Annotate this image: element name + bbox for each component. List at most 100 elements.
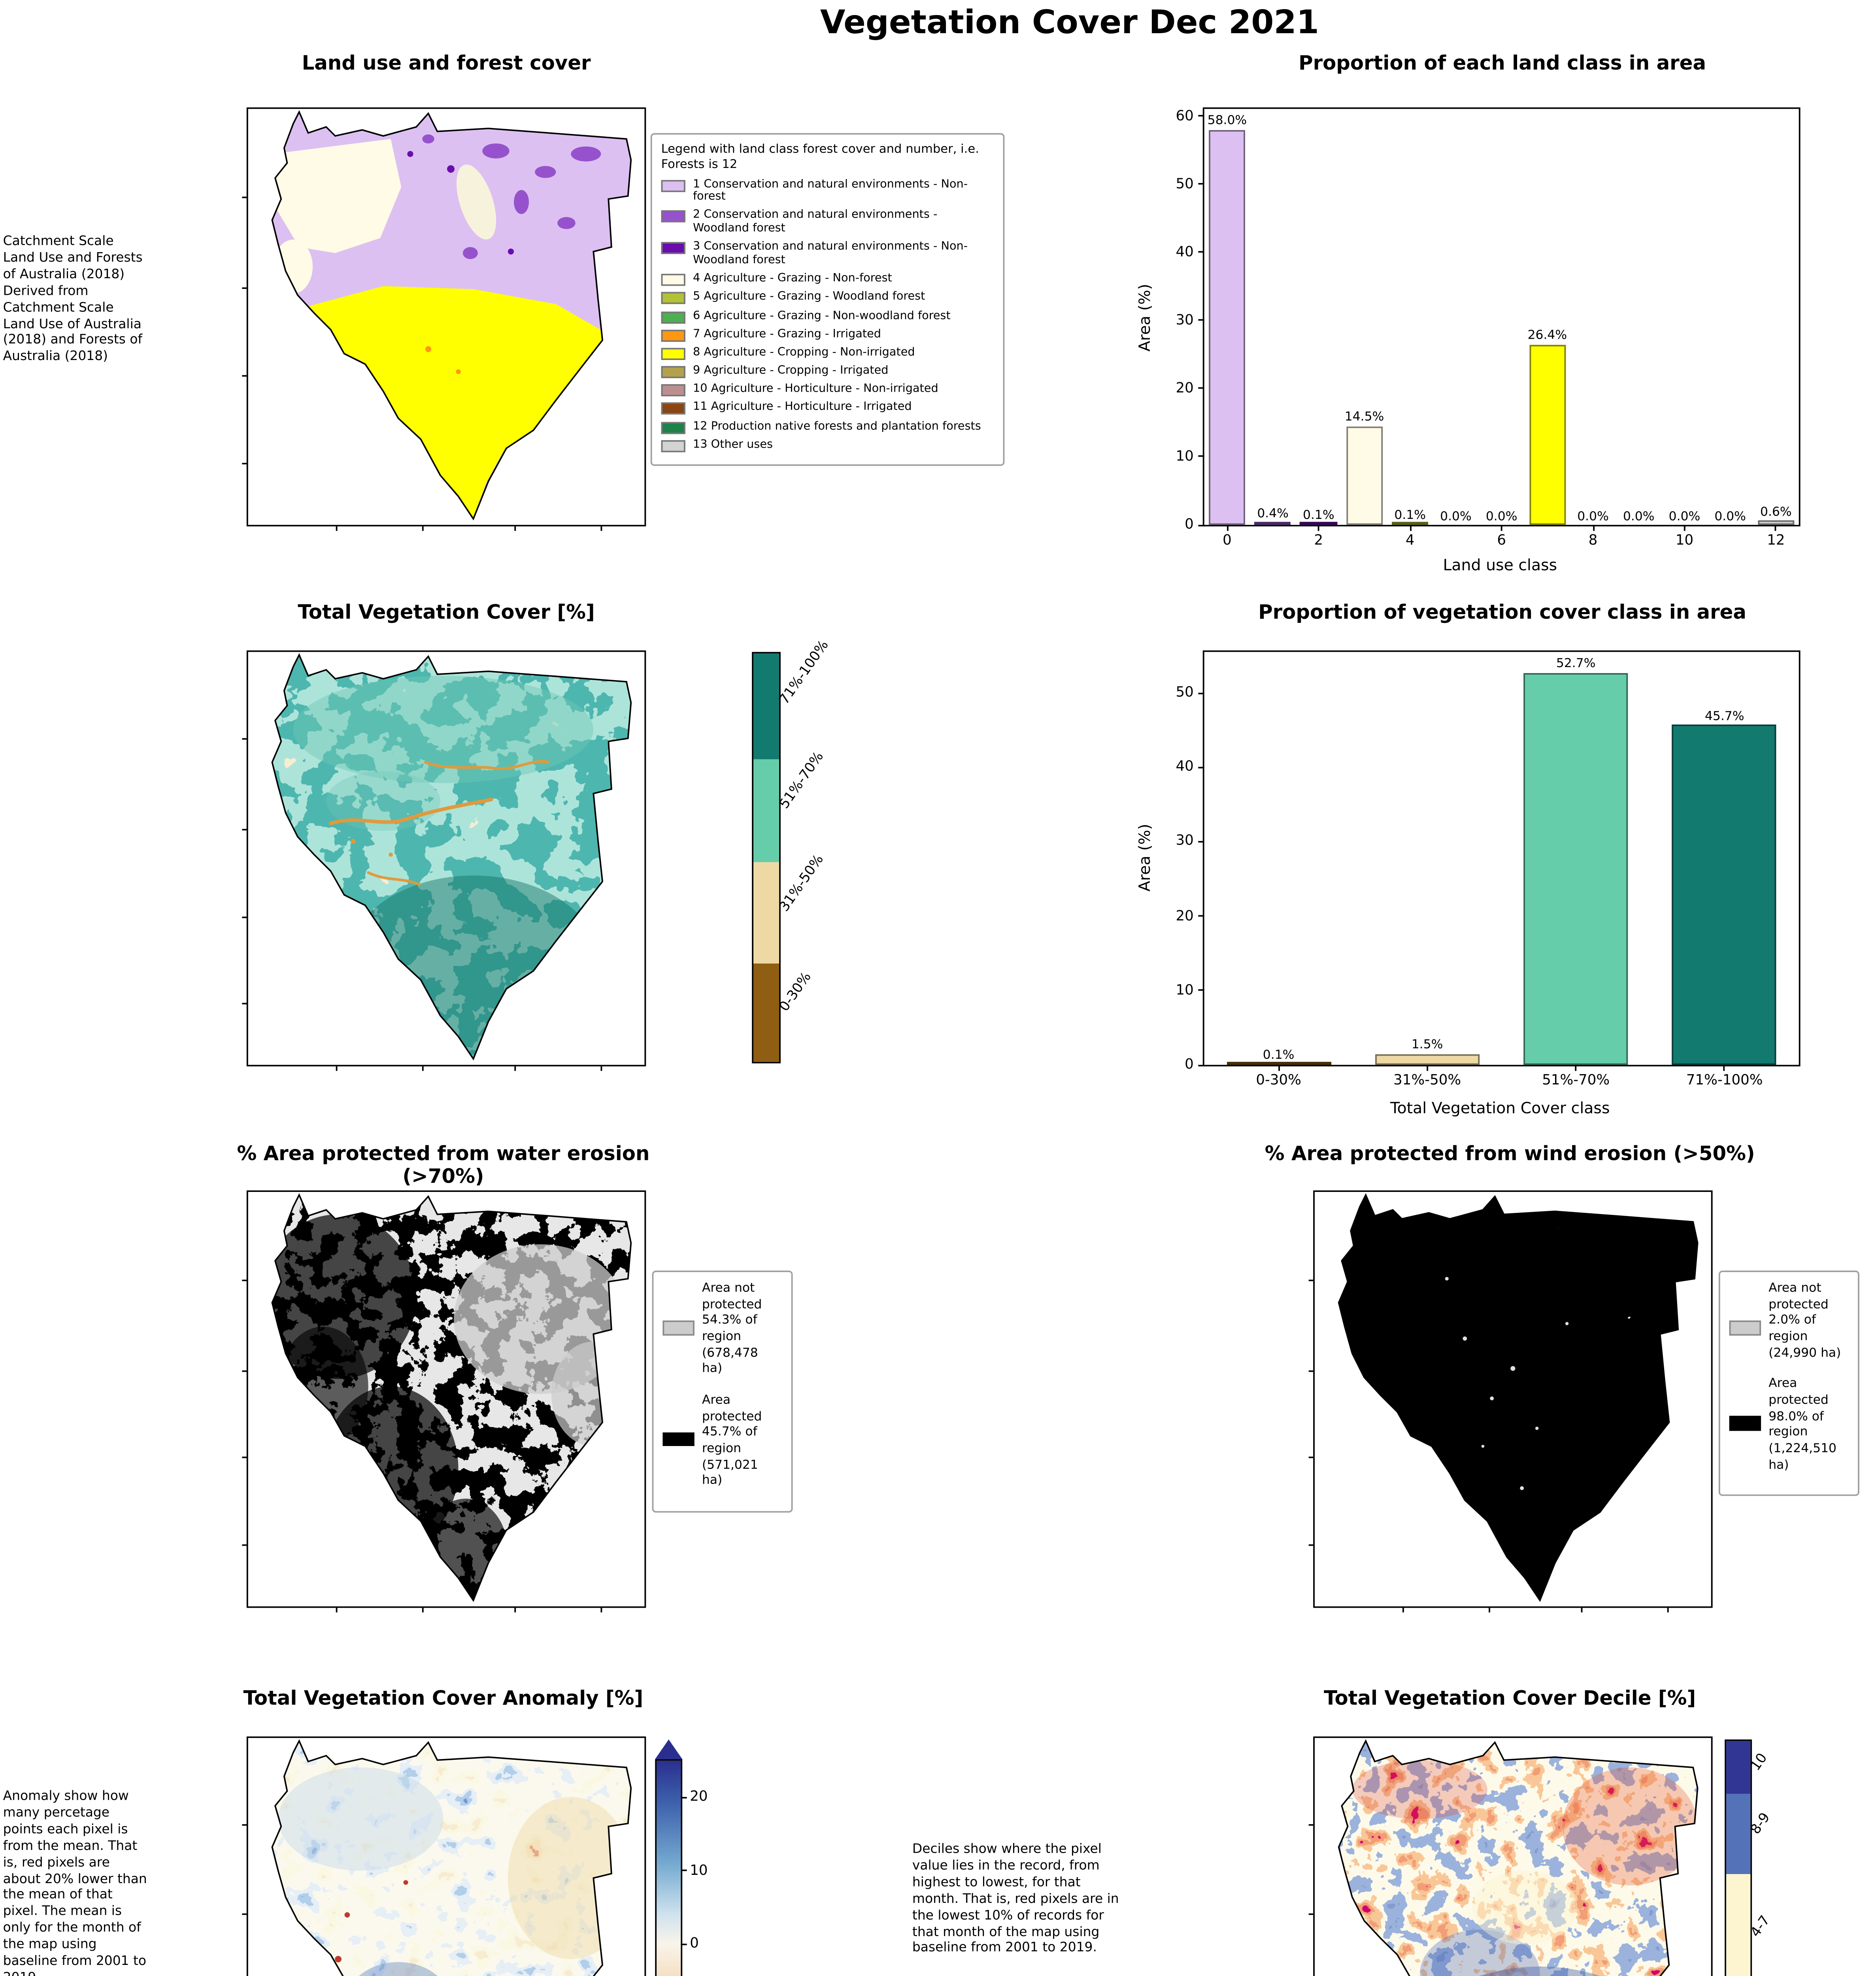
tick: [1318, 525, 1319, 532]
water-erosion-map: [241, 1190, 646, 1613]
landuse-map: [241, 107, 646, 532]
colorbar-label: 8-9: [1749, 1810, 1774, 1838]
legend-item-label: 13 Other uses: [693, 437, 773, 451]
colorbar-tick-label: 20: [690, 1789, 708, 1806]
bar: [1757, 520, 1795, 525]
colorbar-segment: [753, 963, 779, 1062]
legend-item: 4 Agriculture - Grazing - Non-forest: [661, 271, 994, 286]
legend-entry: Area protected 98.0% of region (1,224,51…: [1729, 1375, 1849, 1472]
tick: [422, 1608, 424, 1613]
bar-value-label: 1.5%: [1411, 1036, 1443, 1052]
tick: [241, 1823, 247, 1825]
legend-item: 3 Conservation and natural environments …: [661, 239, 994, 268]
bar: [1209, 129, 1246, 525]
y-tick-label: 20: [1176, 380, 1194, 397]
vegcover-colorbar: 71%-100% 51%-70% 31%-50% 0-30%: [752, 638, 832, 1063]
colorbar-label: 10: [1749, 1751, 1771, 1774]
x-tick-label: 10: [1675, 532, 1694, 549]
colorbar-label: 51%-70%: [777, 750, 828, 813]
tick: [1308, 1370, 1314, 1372]
legend-entry-text: Area protected 45.7% of region (571,021 …: [702, 1391, 762, 1488]
tick: [1308, 1914, 1314, 1915]
bar: [1375, 1054, 1480, 1065]
tick: [1489, 1608, 1491, 1613]
legend-item-label: 10 Agriculture - Horticulture - Non-irri…: [693, 381, 938, 395]
tick: [1500, 525, 1502, 532]
anomaly-map: [241, 1736, 646, 1976]
colorbar-segment: [753, 653, 779, 760]
legend-item: 13 Other uses: [661, 437, 994, 452]
land-chart-xlabel: Land use class: [1443, 556, 1557, 575]
legend-swatch: [1729, 1320, 1761, 1335]
legend-swatch: [662, 1432, 695, 1447]
colorbar-arrow-up: [655, 1739, 683, 1759]
bar: [1524, 673, 1628, 1065]
bar-value-label: 45.7%: [1704, 707, 1744, 723]
tick: [241, 1370, 247, 1372]
wind-erosion-map: [1308, 1190, 1713, 1613]
colorbar-segment: [1726, 1741, 1751, 1793]
bar-value-label: 0.1%: [1263, 1046, 1295, 1062]
legend-item-label: 8 Agriculture - Cropping - Non-irrigated: [693, 345, 915, 358]
tick: [241, 1003, 247, 1005]
colorbar-segment: [753, 862, 779, 964]
y-tick-label: 50: [1176, 175, 1194, 192]
bar: [1300, 522, 1337, 525]
colorbar-label: 31%-50%: [777, 852, 828, 914]
bar-value-label: 0.0%: [1577, 507, 1609, 523]
legend-item-label: 1 Conservation and natural environments …: [693, 176, 968, 204]
tick: [241, 916, 247, 918]
landuse-legend-title: Legend with land class forest cover and …: [661, 142, 979, 171]
tick: [1197, 319, 1204, 321]
tick: [513, 1066, 515, 1072]
y-tick-label: 30: [1176, 833, 1194, 850]
anomaly-caption: Anomaly show how many percetage points e…: [3, 1789, 147, 1976]
bar: [1529, 345, 1566, 525]
wind-erosion-title: % Area protected from wind erosion (>50%…: [1265, 1143, 1755, 1166]
legend-swatch: [661, 385, 685, 397]
tick: [1580, 1608, 1582, 1613]
legend-swatch: [661, 329, 685, 341]
x-tick-label: 8: [1588, 532, 1598, 549]
land-class-chart-title: Proportion of each land class in area: [1298, 53, 1706, 76]
tick: [513, 526, 515, 532]
tick: [241, 1279, 247, 1280]
water-erosion-title: % Area protected from water erosion (>70…: [237, 1143, 650, 1189]
tick: [1308, 1279, 1314, 1280]
tick: [1308, 1823, 1314, 1825]
tick: [1197, 251, 1204, 253]
landuse-legend: Legend with land class forest cover and …: [650, 133, 1005, 466]
x-tick-label: 6: [1497, 532, 1506, 549]
bar: [1346, 426, 1383, 525]
tick: [513, 1608, 515, 1613]
bar-value-label: 0.4%: [1257, 505, 1289, 520]
tick: [422, 1066, 424, 1072]
tick: [1197, 766, 1204, 768]
tick: [601, 1608, 602, 1613]
tick: [1197, 115, 1204, 117]
bar-value-label: 26.4%: [1527, 327, 1567, 343]
legend-swatch: [661, 311, 685, 323]
tick: [1409, 525, 1411, 532]
legend-entry: Area not protected 54.3% of region (678,…: [662, 1280, 782, 1376]
legend-item: 2 Conservation and natural environments …: [661, 208, 994, 236]
bar: [1227, 1062, 1331, 1065]
legend-item: 9 Agriculture - Cropping - Irrigated: [661, 363, 994, 379]
x-tick-label: 2: [1314, 532, 1323, 549]
y-tick-label: 10: [1176, 982, 1194, 999]
legend-item-label: 9 Agriculture - Cropping - Irrigated: [693, 363, 889, 377]
legend-item-label: 11 Agriculture - Horticulture - Irrigate…: [693, 400, 912, 414]
tick: [681, 1796, 688, 1798]
vegclass-chart-title: Proportion of vegetation cover class in …: [1258, 602, 1746, 625]
tick: [1592, 525, 1594, 532]
legend-item: 8 Agriculture - Cropping - Non-irrigated: [661, 345, 994, 360]
bar-value-label: 0.1%: [1394, 507, 1426, 522]
y-tick-label: 50: [1176, 684, 1194, 701]
legend-item: 12 Production native forests and plantat…: [661, 419, 994, 434]
y-tick-label: 60: [1176, 107, 1194, 124]
decile-map-title: Total Vegetation Cover Decile [%]: [1324, 1688, 1696, 1711]
tick: [601, 526, 602, 532]
colorbar-tick-label: 10: [690, 1862, 708, 1879]
